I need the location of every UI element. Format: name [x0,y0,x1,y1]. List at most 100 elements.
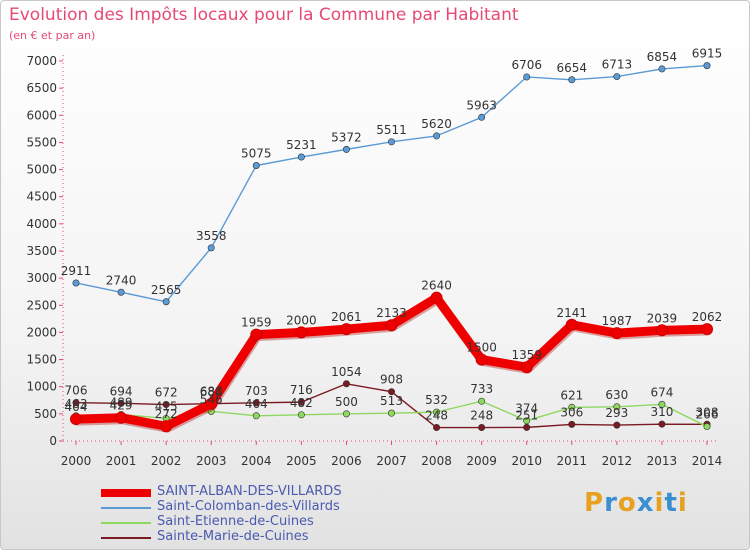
y-tick-label: 3000 [26,271,57,285]
data-point [568,420,576,428]
data-point [523,423,531,431]
data-label: 2640 [421,279,452,293]
data-label: 1987 [602,314,633,328]
data-label: 2062 [692,310,723,324]
data-point [342,410,350,418]
y-tick-label: 1500 [26,353,57,367]
data-label: 716 [290,383,313,397]
x-tick-label: 2008 [421,454,452,468]
data-label: 2061 [331,310,362,324]
data-label: 404 [65,400,88,414]
data-label: 706 [65,384,88,398]
data-label: 5963 [466,98,497,112]
data-point [478,397,486,405]
series-layer [70,62,713,433]
legend-swatch-saint-alban [101,489,151,497]
data-label: 6713 [602,58,633,72]
data-label: 306 [560,405,583,419]
data-point [655,324,668,337]
data-point [610,327,623,340]
logo-letter: o [617,488,637,518]
data-point [565,318,578,331]
data-label: 2565 [151,283,182,297]
data-label: 2039 [647,311,678,325]
data-point [117,399,125,407]
x-tick-label: 2009 [466,454,497,468]
data-point [703,62,711,70]
data-label: 630 [605,388,628,402]
data-point [340,323,353,336]
data-point [613,421,621,429]
logo-letter: i [654,488,665,518]
legend-label: SAINT-ALBAN-DES-VILLARDS [157,484,342,499]
data-label: 684 [200,385,223,399]
data-label: 694 [110,384,133,398]
data-label: 463 [65,397,88,411]
proxiti-logo: Proxiti [584,488,688,518]
data-point [433,408,441,416]
data-point [162,401,170,409]
chart-subtitle: (en € et par an) [9,29,96,42]
data-point [475,353,488,366]
data-point [72,279,80,287]
data-label: 248 [470,409,493,423]
data-label: 266 [696,408,719,422]
y-tick-label: 4500 [26,190,57,204]
data-point [207,244,215,252]
y-tick-label: 2000 [26,325,57,339]
x-tick-label: 2002 [151,454,182,468]
data-label: 310 [650,405,673,419]
data-point [72,399,80,407]
data-label: 674 [650,385,673,399]
data-point [115,411,128,424]
legend-label: Saint-Etienne-de-Cuines [157,514,314,529]
logo-letter: i [677,488,688,518]
data-point [117,288,125,296]
legend-swatch-saint-colomban [101,507,151,509]
chart-title: Evolution des Impôts locaux pour la Comm… [9,5,519,25]
data-label: 489 [110,395,133,409]
x-tick-label: 2005 [286,454,317,468]
data-point [387,138,395,146]
data-label: 6654 [557,61,588,75]
data-point [568,76,576,84]
data-point [297,411,305,419]
x-tick-label: 2003 [196,454,227,468]
data-label: 2911 [61,264,92,278]
data-point [387,409,395,417]
data-label: 5511 [376,123,407,137]
y-tick-label: 0 [49,434,57,448]
data-point [478,113,486,121]
data-labels-layer: 404 429 272 684 1959 2000 2061 2133 2640 1500 1359… [61,47,723,423]
legend-swatch-sainte-marie [101,537,151,539]
x-tick-label: 2010 [511,454,542,468]
data-point [703,423,711,431]
data-label: 621 [560,388,583,402]
data-label: 2141 [557,306,588,320]
data-label: 415 [155,399,178,413]
x-tick-label: 2014 [692,454,723,468]
data-label: 5620 [421,117,452,131]
data-label: 374 [515,402,538,416]
data-point [520,361,533,374]
data-label: 2133 [376,306,407,320]
data-point [252,162,260,170]
x-tick-label: 2000 [61,454,92,468]
data-label: 3558 [196,229,227,243]
data-point [433,132,441,140]
data-label: 532 [425,393,448,407]
data-label: 908 [380,373,403,387]
data-point [162,298,170,306]
data-point [433,424,441,432]
data-point [523,73,531,81]
y-tick-label: 5000 [26,163,57,177]
x-tick-label: 2006 [331,454,362,468]
data-point [250,328,263,341]
y-tick-label: 5500 [26,135,57,149]
data-point [613,403,621,411]
data-point [430,291,443,304]
data-label: 5372 [331,130,362,144]
y-tick-label: 7000 [26,54,57,68]
data-label: 2740 [106,273,137,287]
data-point [658,65,666,73]
